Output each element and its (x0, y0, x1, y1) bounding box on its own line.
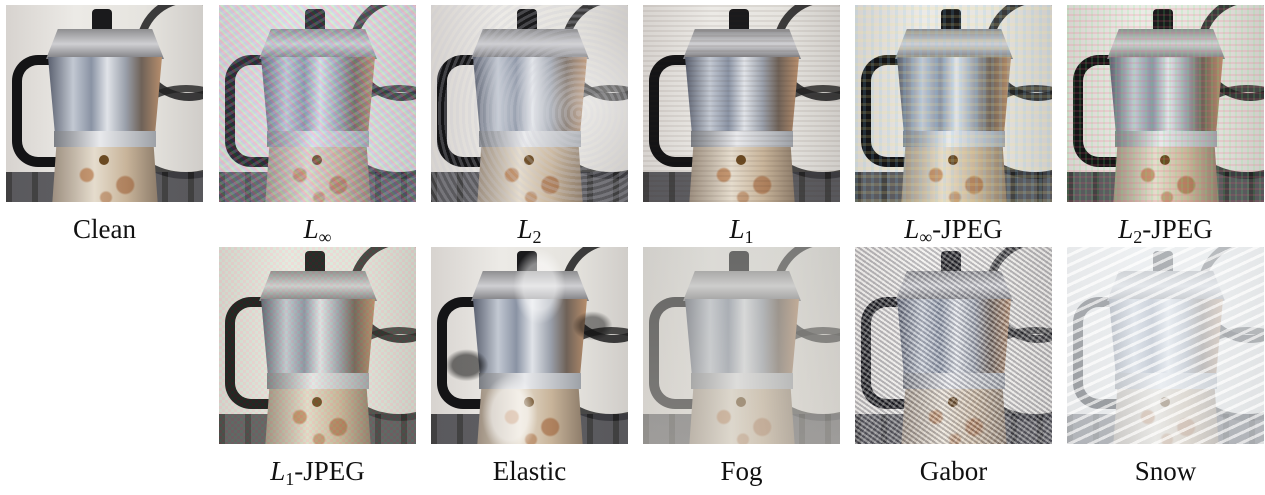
image-tile-gabor (855, 247, 1052, 444)
moka-pot-photo (219, 247, 416, 444)
label-elastic: Elastic (431, 455, 628, 487)
label-l1: L1 (643, 213, 840, 253)
moka-pot-photo (6, 5, 203, 202)
image-tile-l2 (431, 5, 628, 202)
image-tile-clean (6, 5, 203, 202)
label-l1-jpeg: L1-JPEG (219, 455, 416, 495)
label-main: Clean (73, 214, 136, 244)
label-main: L (270, 456, 286, 486)
label-main: L (729, 214, 745, 244)
label-main: L (303, 214, 319, 244)
image-tile-fog (643, 247, 840, 444)
label-subscript: 2 (532, 227, 542, 247)
label-suffix: -JPEG (1142, 214, 1213, 244)
label-subscript: ∞ (919, 227, 933, 247)
label-fog: Fog (643, 455, 840, 487)
label-main: L (517, 214, 533, 244)
label-main: L (1118, 214, 1134, 244)
label-main: Elastic (492, 456, 567, 486)
label-main: Fog (720, 456, 763, 486)
image-tile-l1-jpeg (219, 247, 416, 444)
moka-pot-photo (1067, 5, 1264, 202)
label-main: Snow (1134, 456, 1197, 486)
moka-pot-photo (431, 5, 628, 202)
label-suffix: -JPEG (932, 214, 1003, 244)
label-linf: L∞ (219, 213, 416, 253)
label-gabor: Gabor (855, 455, 1052, 487)
moka-pot-photo (1067, 247, 1264, 444)
moka-pot-photo (219, 5, 416, 202)
image-tile-linf-jpeg (855, 5, 1052, 202)
label-main: L (904, 214, 920, 244)
label-linf-jpeg: L∞-JPEG (855, 213, 1052, 253)
label-subscript: ∞ (318, 227, 332, 247)
label-clean: Clean (6, 213, 203, 245)
image-tile-elastic (431, 247, 628, 444)
image-tile-l2-jpeg (1067, 5, 1264, 202)
label-l2-jpeg: L2-JPEG (1067, 213, 1264, 253)
image-tile-snow (1067, 247, 1264, 444)
label-main: Gabor (919, 456, 988, 486)
label-suffix: -JPEG (294, 456, 365, 486)
moka-pot-photo (855, 5, 1052, 202)
image-tile-linf (219, 5, 416, 202)
moka-pot-photo (643, 247, 840, 444)
label-subscript: 1 (744, 227, 754, 247)
image-tile-l1 (643, 5, 840, 202)
moka-pot-photo (643, 5, 840, 202)
moka-pot-photo (855, 247, 1052, 444)
label-subscript: 2 (1133, 227, 1143, 247)
label-snow: Snow (1067, 455, 1264, 487)
label-l2: L2 (431, 213, 628, 253)
label-subscript: 1 (285, 469, 295, 489)
moka-pot-photo (431, 247, 628, 444)
